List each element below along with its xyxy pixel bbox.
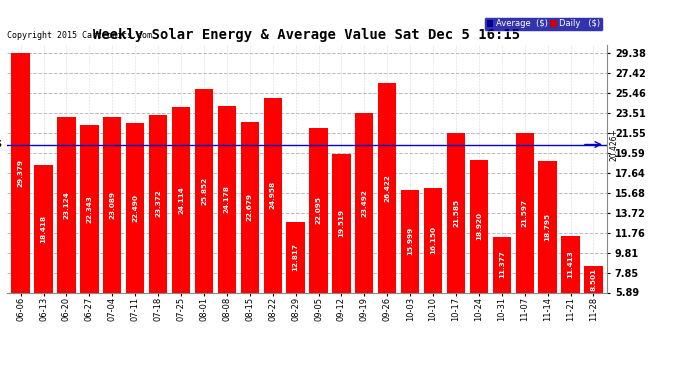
Text: 23.372: 23.372	[155, 190, 161, 217]
Text: 19.519: 19.519	[338, 209, 344, 237]
Bar	[309, 128, 328, 292]
Bar	[241, 122, 259, 292]
Bar	[12, 53, 30, 292]
Bar	[515, 133, 534, 292]
Text: 20.426+: 20.426+	[609, 128, 618, 161]
Bar	[80, 125, 99, 292]
Bar	[447, 133, 465, 292]
Bar	[584, 266, 602, 292]
Bar	[217, 106, 236, 292]
Text: • 20.426: • 20.426	[0, 140, 2, 149]
Bar	[424, 188, 442, 292]
Bar	[562, 236, 580, 292]
Text: 22.490: 22.490	[132, 194, 138, 222]
Text: 16.150: 16.150	[430, 226, 436, 254]
Text: 29.379: 29.379	[18, 159, 23, 187]
Text: 24.114: 24.114	[178, 186, 184, 214]
Text: 22.679: 22.679	[247, 193, 253, 221]
Text: 23.492: 23.492	[362, 189, 367, 217]
Bar	[378, 84, 397, 292]
Title: Weekly Solar Energy & Average Value Sat Dec 5 16:15: Weekly Solar Energy & Average Value Sat …	[93, 28, 521, 42]
Text: 8.501: 8.501	[591, 268, 596, 291]
Text: Copyright 2015 Cartronics.com: Copyright 2015 Cartronics.com	[7, 31, 152, 40]
Text: 18.418: 18.418	[41, 215, 46, 243]
Bar	[538, 161, 557, 292]
Text: 11.377: 11.377	[499, 251, 505, 279]
Bar	[333, 154, 351, 292]
Bar	[34, 165, 52, 292]
Text: 26.422: 26.422	[384, 174, 391, 202]
Bar	[149, 114, 167, 292]
Text: 25.852: 25.852	[201, 177, 207, 205]
Bar	[172, 107, 190, 292]
Bar	[470, 160, 488, 292]
Bar	[195, 89, 213, 292]
Bar	[57, 117, 76, 292]
Bar	[286, 222, 305, 292]
Text: 22.343: 22.343	[86, 195, 92, 223]
Bar	[493, 237, 511, 292]
Bar	[355, 113, 373, 292]
Text: 11.413: 11.413	[568, 251, 573, 278]
Text: 15.999: 15.999	[407, 227, 413, 255]
Text: 23.089: 23.089	[109, 191, 115, 219]
Bar	[103, 117, 121, 292]
Bar	[264, 98, 282, 292]
Bar	[401, 190, 420, 292]
Text: 23.124: 23.124	[63, 191, 70, 219]
Text: 21.585: 21.585	[453, 198, 459, 226]
Text: 22.095: 22.095	[315, 196, 322, 224]
Bar	[126, 123, 144, 292]
Text: 12.817: 12.817	[293, 243, 299, 271]
Text: 21.597: 21.597	[522, 198, 528, 226]
Text: 24.958: 24.958	[270, 182, 276, 210]
Text: 24.178: 24.178	[224, 186, 230, 213]
Text: 18.920: 18.920	[476, 212, 482, 240]
Legend: Average  ($), Daily   ($): Average ($), Daily ($)	[484, 17, 603, 31]
Text: 18.795: 18.795	[544, 213, 551, 241]
